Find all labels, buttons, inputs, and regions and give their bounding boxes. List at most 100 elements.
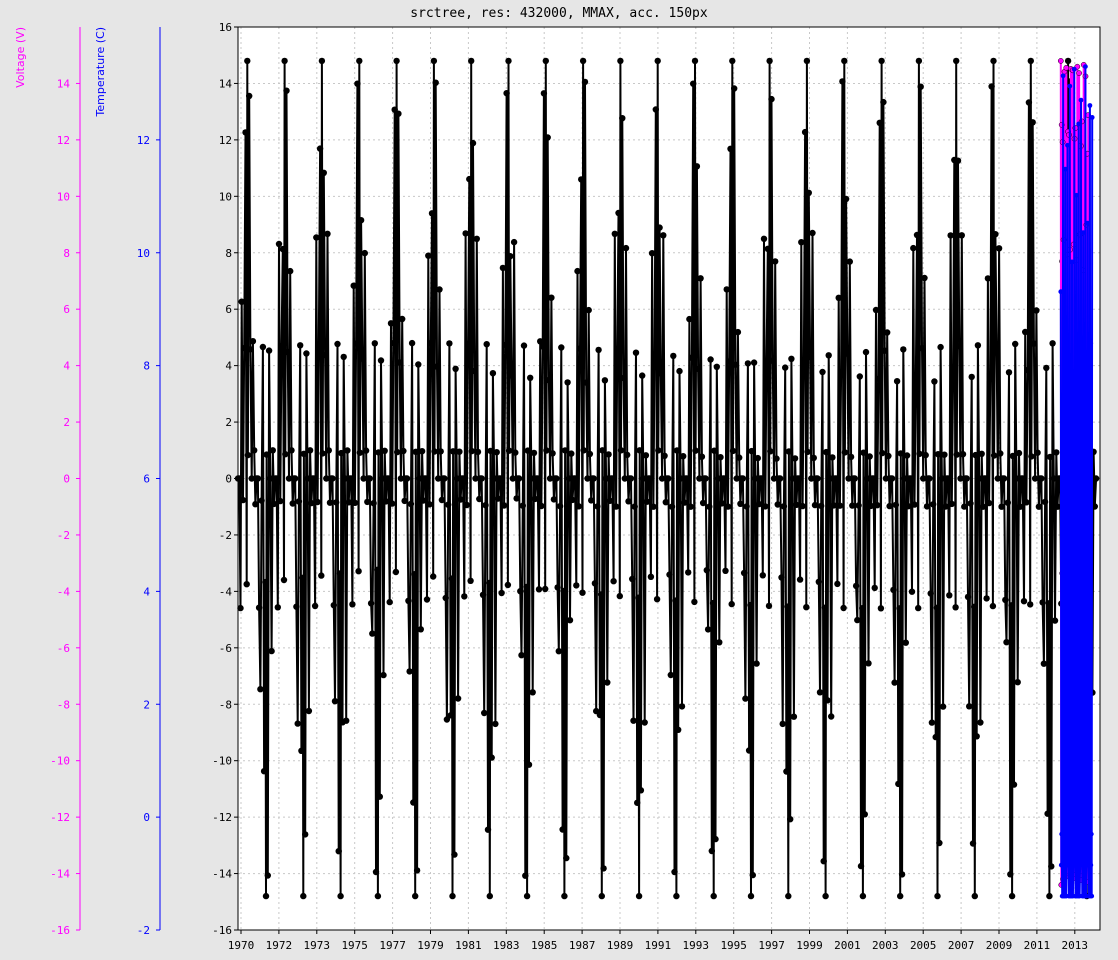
black-point bbox=[954, 157, 962, 164]
black-point bbox=[808, 475, 815, 482]
black-point bbox=[637, 787, 645, 794]
black-point bbox=[535, 586, 543, 593]
black-point bbox=[246, 92, 253, 100]
black-point bbox=[625, 498, 632, 505]
black-point bbox=[318, 57, 326, 65]
y-tick-label: 14 bbox=[219, 77, 233, 90]
black-point bbox=[395, 110, 402, 117]
black-point bbox=[656, 224, 663, 231]
black-point bbox=[579, 589, 586, 596]
black-point bbox=[591, 580, 599, 587]
voltage-tick-label: 6 bbox=[63, 303, 70, 316]
black-point bbox=[606, 497, 613, 504]
black-point bbox=[1044, 810, 1051, 817]
black-point bbox=[736, 454, 743, 461]
black-point bbox=[657, 370, 664, 377]
black-point bbox=[1000, 475, 1008, 482]
black-point bbox=[377, 357, 385, 364]
black-point bbox=[348, 475, 355, 482]
black-point bbox=[676, 367, 683, 375]
black-point bbox=[542, 57, 549, 65]
black-point bbox=[537, 338, 544, 345]
black-point bbox=[275, 240, 283, 248]
black-point bbox=[304, 475, 311, 482]
black-point bbox=[1027, 57, 1035, 65]
black-point bbox=[849, 502, 856, 509]
black-point bbox=[456, 448, 463, 455]
x-tick-label: 1979 bbox=[417, 939, 444, 952]
y-tick-label: -6 bbox=[219, 642, 232, 655]
black-point bbox=[568, 450, 575, 457]
black-point bbox=[1015, 449, 1023, 457]
black-point bbox=[523, 583, 530, 591]
black-point bbox=[1064, 57, 1072, 65]
temperature-series bbox=[1058, 64, 1095, 899]
black-point bbox=[683, 475, 691, 482]
x-tick-label: 2005 bbox=[910, 939, 937, 952]
black-point bbox=[752, 475, 759, 482]
black-point bbox=[523, 892, 531, 900]
temperature-tick-label: 4 bbox=[143, 585, 150, 598]
black-point bbox=[821, 604, 829, 611]
black-point bbox=[742, 695, 749, 702]
black-point bbox=[796, 576, 804, 583]
black-point bbox=[386, 598, 393, 606]
black-point bbox=[244, 451, 252, 459]
black-point bbox=[805, 189, 812, 196]
black-point bbox=[972, 451, 979, 459]
black-point bbox=[1012, 340, 1019, 348]
black-point bbox=[721, 475, 728, 482]
black-point bbox=[461, 593, 468, 600]
black-point bbox=[542, 585, 549, 593]
black-point bbox=[652, 106, 659, 113]
black-point bbox=[997, 450, 1004, 457]
black-point bbox=[952, 604, 959, 611]
x-tick-label: 1991 bbox=[645, 939, 672, 952]
black-point bbox=[878, 57, 885, 65]
black-point bbox=[380, 671, 387, 679]
black-point bbox=[680, 453, 687, 460]
black-point bbox=[974, 342, 982, 349]
black-point bbox=[948, 500, 955, 508]
black-point bbox=[1010, 781, 1018, 788]
black-point bbox=[749, 871, 756, 879]
black-point bbox=[803, 604, 810, 611]
black-point bbox=[473, 235, 480, 242]
black-point bbox=[449, 892, 456, 900]
black-point bbox=[1051, 617, 1059, 624]
black-point bbox=[862, 348, 870, 356]
black-point bbox=[337, 892, 344, 900]
black-point bbox=[690, 80, 697, 87]
black-point bbox=[632, 349, 640, 356]
black-point bbox=[819, 368, 826, 376]
black-point bbox=[872, 306, 880, 314]
black-point bbox=[351, 499, 359, 506]
black-point bbox=[520, 342, 528, 349]
black-point bbox=[549, 450, 556, 457]
black-point bbox=[724, 503, 732, 510]
black-point bbox=[686, 315, 693, 323]
black-point bbox=[722, 567, 729, 574]
black-point bbox=[622, 244, 630, 252]
black-point bbox=[861, 811, 868, 818]
black-point bbox=[420, 497, 427, 504]
y-tick-label: 8 bbox=[225, 247, 232, 260]
temperature-tick-label: 0 bbox=[143, 811, 150, 824]
black-point bbox=[910, 244, 917, 252]
black-point bbox=[435, 475, 442, 482]
black-point bbox=[1035, 503, 1043, 510]
black-point bbox=[897, 892, 904, 900]
black-point bbox=[729, 57, 736, 65]
black-point bbox=[762, 503, 769, 510]
black-point bbox=[1005, 369, 1013, 376]
black-point bbox=[446, 340, 453, 347]
x-tick-label: 1985 bbox=[531, 939, 558, 952]
black-point bbox=[1027, 601, 1034, 608]
black-point bbox=[556, 503, 564, 510]
black-point bbox=[882, 475, 890, 482]
black-point bbox=[413, 867, 421, 874]
black-point bbox=[584, 475, 591, 482]
black-point bbox=[295, 498, 303, 505]
black-point bbox=[968, 373, 975, 381]
